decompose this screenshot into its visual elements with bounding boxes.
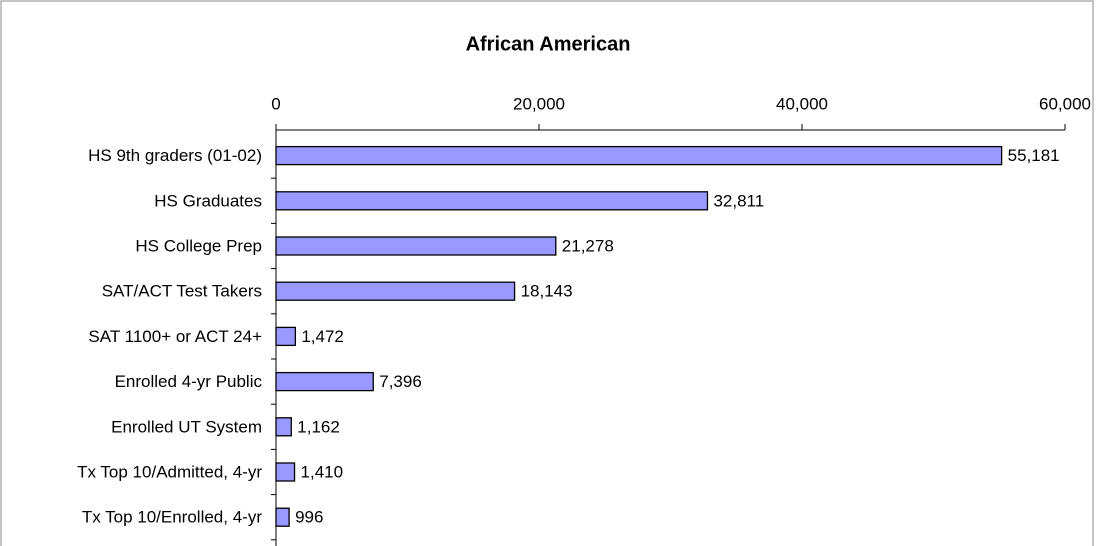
x-tick-label: 20,000 (513, 94, 565, 113)
y-tick-label: HS College Prep (135, 236, 262, 255)
bar (275, 507, 290, 527)
y-tick-label: HS Graduates (154, 191, 262, 210)
bar (275, 236, 557, 256)
y-tick-label: Tx Top 10/Admitted, 4-yr (77, 462, 262, 481)
value-label: 7,396 (379, 372, 422, 391)
value-label: 32,811 (713, 191, 764, 210)
y-tick-label: Tx Top 10/Enrolled, 4-yr (82, 508, 262, 527)
value-label: 21,278 (562, 236, 614, 255)
value-label: 18,143 (521, 282, 573, 301)
bar (275, 191, 709, 211)
bar (275, 371, 374, 392)
value-label: 55,181 (1008, 146, 1060, 165)
value-label: 1,472 (301, 327, 344, 346)
x-tick-label: 60,000 (1039, 94, 1091, 113)
bar (275, 281, 516, 301)
bar (275, 462, 296, 482)
y-tick-label: Enrolled 4-yr Public (115, 372, 263, 391)
chart-title: African American (466, 33, 631, 55)
bar (275, 326, 297, 347)
y-tick-label: Enrolled UT System (111, 417, 262, 436)
x-tick-label: 40,000 (776, 94, 828, 113)
bar (275, 145, 1003, 166)
y-tick-label: SAT/ACT Test Takers (102, 282, 262, 301)
y-tick-label: SAT 1100+ or ACT 24+ (88, 327, 262, 346)
x-tick-label: 0 (271, 94, 280, 113)
value-label: 996 (295, 508, 323, 527)
value-label: 1,410 (301, 462, 344, 481)
bar (275, 417, 292, 437)
y-tick-label: HS 9th graders (01-02) (88, 146, 262, 165)
value-label: 1,162 (297, 417, 340, 436)
